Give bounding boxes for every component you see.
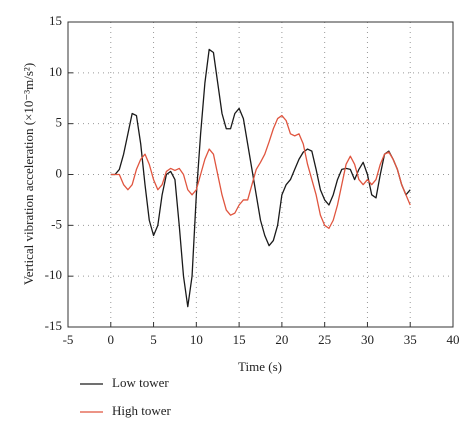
x-tick-label: 10	[190, 332, 203, 347]
y-tick-label: 0	[56, 165, 63, 180]
y-axis-label: Vertical vibration acceleration (×10⁻³m/…	[21, 63, 36, 285]
x-tick-label: 35	[404, 332, 417, 347]
y-tick-label: -5	[51, 216, 62, 231]
x-tick-label: 15	[233, 332, 246, 347]
legend-label: Low tower	[112, 375, 169, 390]
y-tick-label: 15	[49, 13, 62, 28]
series-line	[110, 114, 411, 230]
x-axis-label: Time (s)	[238, 359, 282, 374]
x-tick-label: 40	[447, 332, 460, 347]
x-tick-label: 30	[361, 332, 374, 347]
y-tick-label: -15	[45, 318, 62, 333]
x-tick-label: 0	[108, 332, 115, 347]
x-tick-label: 25	[318, 332, 331, 347]
legend-label: High tower	[112, 403, 172, 418]
y-tick-label: 10	[49, 64, 62, 79]
series-line	[110, 48, 411, 308]
y-tick-label: 5	[56, 115, 63, 130]
x-tick-label: 5	[150, 332, 157, 347]
y-tick-label: -10	[45, 267, 62, 282]
x-tick-label: -5	[63, 332, 74, 347]
x-tick-label: 20	[275, 332, 288, 347]
plot-frame	[67, 21, 454, 328]
